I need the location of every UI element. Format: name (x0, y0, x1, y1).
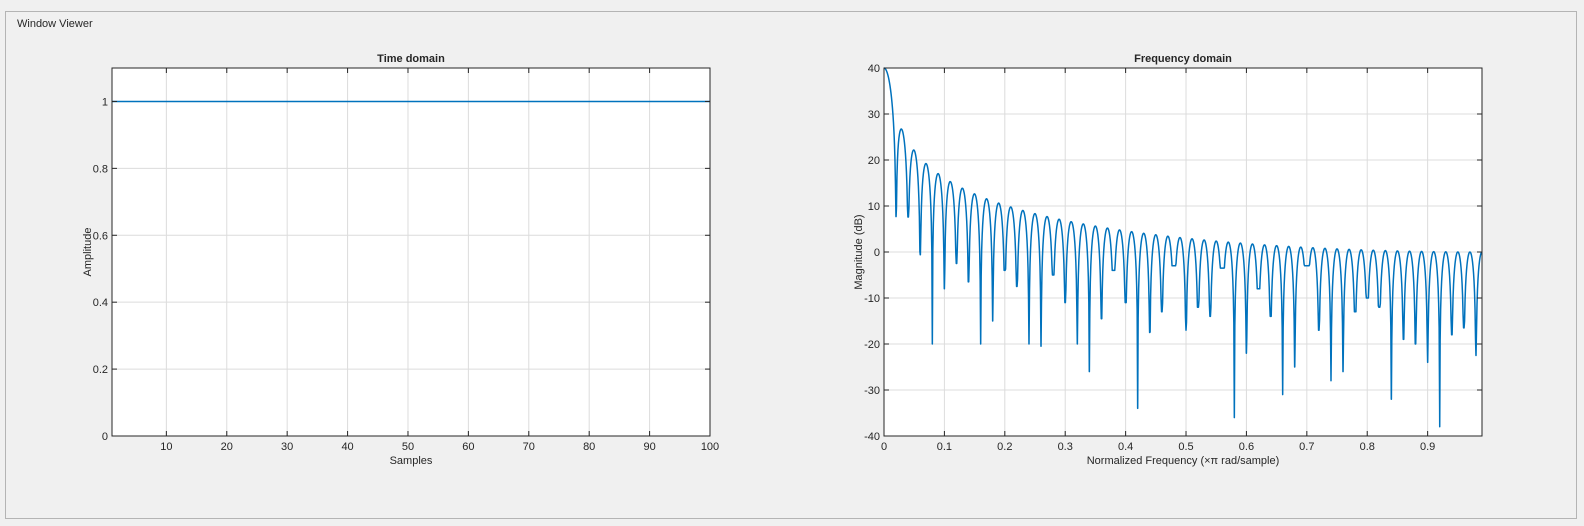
time-domain-axes-box (111, 67, 711, 437)
time-domain-xtick-label: 60 (462, 441, 474, 453)
time-domain-xlabel: Samples (390, 455, 433, 467)
frequency-domain-ytick-label: -10 (864, 293, 880, 305)
time-domain-ytick-label: 0.4 (93, 297, 108, 309)
time-domain-xtick-label: 20 (221, 441, 233, 453)
time-domain-plot-area (112, 68, 710, 436)
frequency-domain-ytick-label: -30 (864, 385, 880, 397)
frequency-domain-xtick-label: 0.5 (1178, 441, 1193, 453)
frequency-domain-xtick-label: 0.8 (1360, 441, 1375, 453)
frequency-domain-ytick-label: -40 (864, 431, 880, 443)
time-domain-xtick-label: 50 (402, 441, 414, 453)
frequency-domain-xtick-label: 0.6 (1239, 441, 1254, 453)
frequency-domain-ytick-label: -20 (864, 339, 880, 351)
time-domain-ytick-label: 0 (102, 431, 108, 443)
time-domain-xtick-label: 70 (523, 441, 535, 453)
time-domain-xtick-label: 100 (701, 441, 719, 453)
frequency-domain-xtick-label: 0.3 (1058, 441, 1073, 453)
frequency-domain-xtick-label: 0 (881, 441, 887, 453)
time-domain-xtick-label: 10 (160, 441, 172, 453)
frequency-domain-ytick-label: 30 (868, 109, 880, 121)
time-domain-ylabel: Amplitude (82, 228, 94, 277)
frequency-domain-ytick-label: 40 (868, 63, 880, 75)
time-domain-title: Time domain (377, 53, 445, 65)
frequency-domain-xlabel: Normalized Frequency (×π rad/sample) (1087, 455, 1280, 467)
frequency-domain-ytick-label: 0 (874, 247, 880, 259)
frequency-domain-ytick-label: 10 (868, 201, 880, 213)
time-domain-xtick-label: 80 (583, 441, 595, 453)
time-domain-ytick-label: 0.8 (93, 163, 108, 175)
frequency-domain-title: Frequency domain (1134, 53, 1232, 65)
time-domain-axes: 10 20 30 40 50 60 70 80 90 100 0 0.2 0.4 0.6 0.8 1 Time… (82, 53, 719, 467)
time-domain-ytick-label: 0.2 (93, 364, 108, 376)
frequency-domain-xtick-label: 0.2 (997, 441, 1012, 453)
time-domain-ytick-label: 0.6 (93, 230, 108, 242)
time-domain-ytick-label: 1 (102, 96, 108, 108)
frequency-domain-xtick-label: 0.9 (1420, 441, 1435, 453)
frequency-domain-axes: 0 0.1 0.2 0.3 0.4 0.5 0.6 0.7 0.8 0.9 -40 -30 -20 -10… (853, 53, 1483, 467)
frequency-domain-xtick-label: 0.7 (1299, 441, 1314, 453)
time-domain-xtick-label: 30 (281, 441, 293, 453)
frequency-domain-ylabel: Magnitude (dB) (853, 214, 865, 289)
frequency-domain-series-line (883, 67, 1483, 428)
frequency-domain-xtick-label: 0.1 (937, 441, 952, 453)
time-domain-xtick-label: 90 (643, 441, 655, 453)
frequency-domain-ytick-label: 20 (868, 155, 880, 167)
frequency-domain-xtick-label: 0.4 (1118, 441, 1133, 453)
time-domain-xtick-label: 40 (341, 441, 353, 453)
panel-title: Window Viewer (15, 18, 95, 30)
